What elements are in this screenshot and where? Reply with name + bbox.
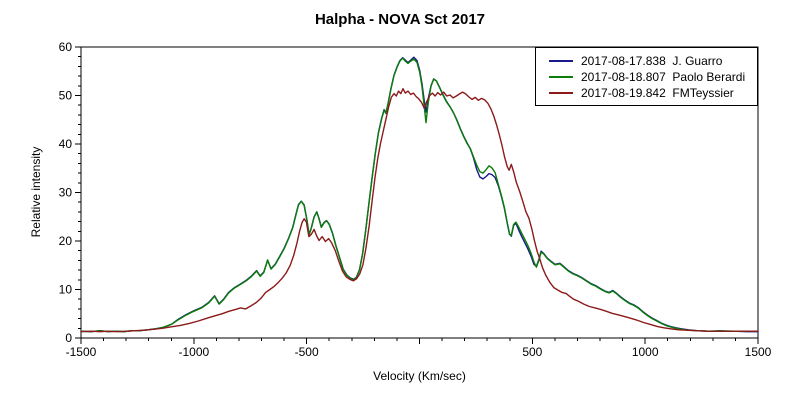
y-tick-label: 50 <box>59 89 73 103</box>
x-tick-label: 1000 <box>632 345 659 359</box>
x-tick-label: 1500 <box>745 345 772 359</box>
legend-line-sample-guarro <box>549 60 573 62</box>
y-tick-label: 60 <box>59 40 73 54</box>
legend-label: 2017-08-17.838 J. Guarro <box>581 54 723 68</box>
legend-line-sample-teyssier <box>549 92 573 94</box>
x-tick-label: -1500 <box>66 345 97 359</box>
legend-item: 2017-08-18.807 Paolo Berardi <box>536 69 757 85</box>
legend: 2017-08-17.838 J. Guarro 2017-08-18.807 … <box>535 47 758 106</box>
x-tick-label: -500 <box>295 345 319 359</box>
y-tick-label: 0 <box>65 331 72 345</box>
legend-item: 2017-08-19.842 FMTeyssier <box>536 85 757 101</box>
x-axis-label: Velocity (Km/sec) <box>373 369 466 383</box>
legend-label: 2017-08-19.842 FMTeyssier <box>581 86 734 100</box>
legend-line-sample-berardi <box>549 76 573 78</box>
series-line-1 <box>80 57 759 333</box>
y-tick-label: 10 <box>59 283 73 297</box>
x-tick-label: 500 <box>522 345 542 359</box>
y-axis-label: Relative intensity <box>29 146 43 238</box>
chart-title: Halpha - NOVA Sct 2017 <box>314 11 486 28</box>
series-line-2 <box>80 88 759 333</box>
legend-item: 2017-08-17.838 J. Guarro <box>536 53 757 69</box>
x-tick-label: -1000 <box>178 345 209 359</box>
y-tick-label: 30 <box>59 186 73 200</box>
y-tick-label: 20 <box>59 234 73 248</box>
legend-label: 2017-08-18.807 Paolo Berardi <box>581 70 746 84</box>
y-tick-label: 40 <box>59 137 73 151</box>
